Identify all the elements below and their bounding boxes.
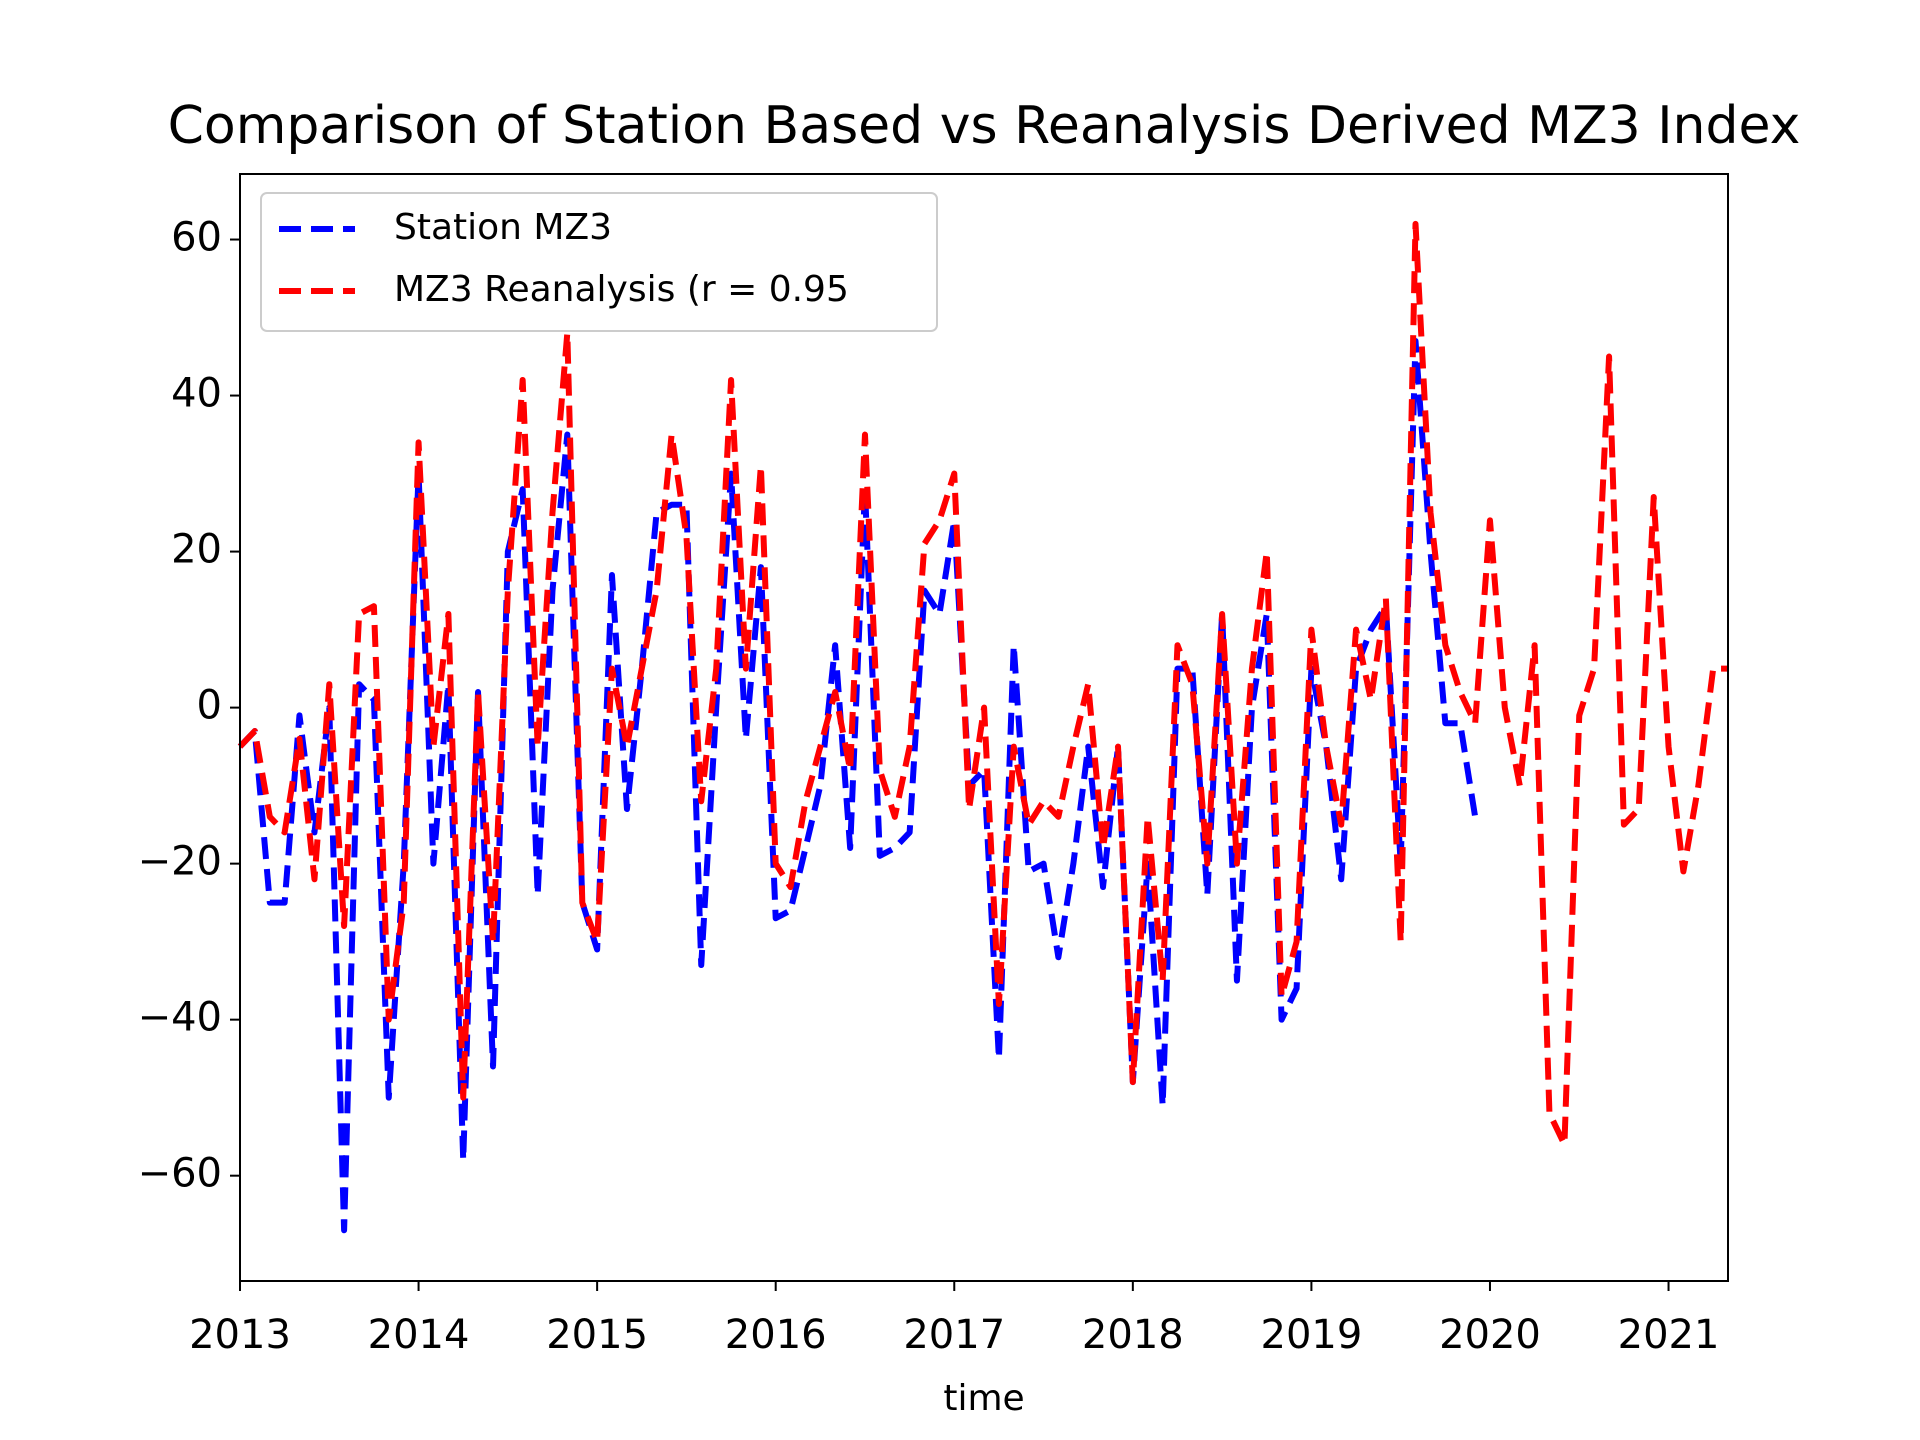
y-tick-label: 60 [171, 215, 222, 261]
x-tick-label: 2020 [1439, 1312, 1541, 1358]
y-tick-label: −60 [138, 1151, 222, 1197]
y-tick-label: −20 [138, 839, 222, 885]
y-tick-label: 20 [171, 527, 222, 573]
x-tick-label: 2017 [903, 1312, 1005, 1358]
x-tick-label: 2014 [368, 1312, 470, 1358]
x-tick-label: 2021 [1618, 1312, 1720, 1358]
legend-label: Station MZ3 [394, 207, 612, 248]
x-tick-label: 2015 [546, 1312, 648, 1358]
y-tick-label: −40 [138, 995, 222, 1041]
legend-box [260, 192, 938, 332]
legend-label: MZ3 Reanalysis (r = 0.95 [394, 269, 849, 310]
x-axis-label: time [943, 1378, 1024, 1419]
x-tick-label: 2019 [1261, 1312, 1363, 1358]
x-tick-label: 2018 [1082, 1312, 1184, 1358]
y-tick-label: 0 [197, 683, 222, 729]
legend: Station MZ3 MZ3 Reanalysis (r = 0.95 [260, 192, 938, 332]
chart-title: Comparison of Station Based vs Reanalysi… [168, 96, 1801, 156]
x-tick-label: 2016 [725, 1312, 827, 1358]
x-tick-label: 2013 [189, 1312, 291, 1358]
y-tick-label: 40 [171, 371, 222, 417]
data-line [237, 220, 1728, 1148]
data-line [237, 337, 1479, 1234]
plot-frame [239, 173, 1729, 1282]
